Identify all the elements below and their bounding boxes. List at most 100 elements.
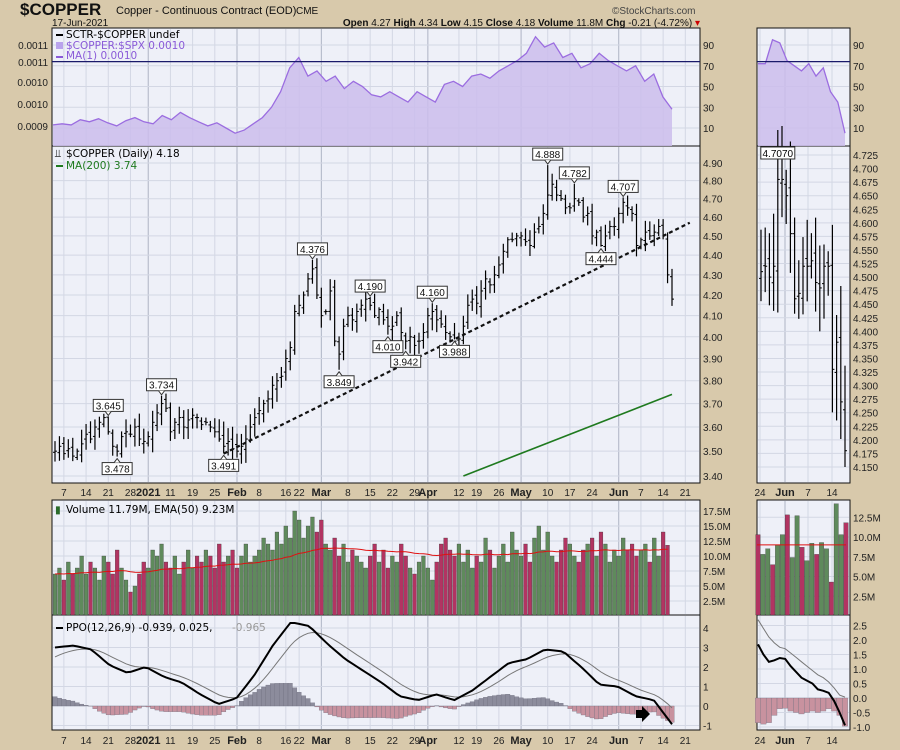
recent-ratio-line: [758, 38, 846, 134]
ppo-histogram-bar: [421, 705, 426, 711]
date-tick-label: 22: [294, 736, 306, 747]
volume-bar: [319, 519, 324, 616]
volume-bar: [421, 555, 426, 616]
date-tick-label: 10: [542, 488, 554, 499]
ppo-histogram-bar: [616, 705, 622, 713]
ppo-histogram-bar: [381, 705, 386, 718]
date-tick-label: 21: [680, 488, 692, 499]
volume-bar: [638, 549, 643, 616]
recent-volume-bar: [804, 560, 810, 616]
ppo-histogram-bar: [549, 700, 555, 707]
date-tick-label: 8: [345, 488, 351, 499]
recent-ppo-histogram-bar: [820, 697, 827, 712]
ppo-histogram-bar: [301, 695, 306, 707]
volume-bar: [501, 543, 506, 616]
volume-bar: [661, 531, 666, 616]
date-tick-label: 21: [103, 736, 115, 747]
ppo-histogram-bar: [585, 705, 591, 717]
annotation-value: 4.190: [358, 282, 383, 293]
ppo-histogram-bar: [172, 705, 178, 712]
price-bar: [239, 433, 244, 464]
price-bar: [261, 399, 266, 423]
ppo-histogram-bar: [287, 683, 293, 707]
price-bar: [430, 303, 435, 331]
ppo-histogram-bar: [465, 702, 471, 707]
date-tick-label: 25: [209, 736, 221, 747]
annotation-pointer: [113, 457, 121, 463]
price-bar: [314, 258, 319, 300]
volume-bar: [288, 537, 293, 616]
price-bar: [53, 441, 57, 462]
price-bar: [621, 197, 626, 224]
ppo-histogram-bar: [341, 705, 346, 718]
recent-ppo-histogram-bar: [814, 697, 821, 713]
volume-bar: [248, 561, 253, 616]
annotation-value: 3.849: [327, 378, 352, 389]
volume-legend: ▮ Volume 11.79M, EMA(50) 9.23M: [55, 504, 234, 516]
recent-price-bar: [817, 245, 822, 332]
ppo-histogram-bar: [407, 705, 413, 716]
price-bar: [581, 197, 586, 223]
price-bar: [110, 429, 115, 456]
stockcharts-watermark: ©StockCharts.com: [612, 6, 696, 17]
ppo-histogram-bar: [509, 695, 515, 707]
ppo-histogram-bar: [363, 705, 369, 718]
ppo-histogram-bar: [230, 705, 235, 708]
annotation-pointer: [220, 454, 228, 460]
ppo-histogram-bar: [105, 705, 111, 716]
sctr-right-axis-label: 10: [703, 124, 715, 135]
volume-bar: [155, 555, 160, 616]
recent-price-axis-label: 4.375: [853, 341, 878, 352]
volume-bar: [141, 561, 146, 616]
volume-bar: [239, 555, 244, 616]
date-tick-label: 24: [754, 488, 766, 499]
price-bar: [519, 231, 524, 247]
ppo-histogram-bar: [438, 705, 444, 708]
volume-bar: [106, 561, 111, 616]
ppo-histogram-bar: [119, 705, 124, 715]
legend-swatch-icon: [56, 34, 63, 36]
price-bar: [301, 291, 306, 314]
price-bar: [377, 307, 382, 326]
volume-bar: [341, 543, 346, 616]
price-bar: [92, 419, 97, 450]
ppo-histogram-bar: [620, 705, 626, 714]
annotation-value: 3.942: [393, 357, 418, 368]
date-tick-label: 22: [387, 736, 399, 747]
volume-bar: [212, 567, 217, 616]
price-bar: [492, 265, 497, 293]
ppo-histogram-bar: [425, 705, 431, 709]
price-bar: [656, 219, 661, 237]
volume-bar: [354, 555, 359, 616]
price-bar: [345, 306, 350, 328]
volume-bar: [70, 573, 75, 616]
annotation-value: 3.478: [105, 465, 130, 476]
volume-bar: [314, 531, 319, 616]
ppo-histogram-bar: [469, 701, 475, 707]
price-bar: [630, 206, 635, 222]
volume-bar: [479, 561, 484, 616]
price-bar: [607, 220, 612, 240]
volume-bar: [483, 537, 488, 616]
ppo-histogram-bar: [536, 697, 542, 707]
sctr-right-axis-label: 70: [853, 62, 865, 73]
price-bar: [470, 289, 475, 311]
recent-volume-axis-label: 2.5M: [853, 592, 875, 603]
recent-price-bar: [834, 315, 839, 421]
recent-volume-bar: [760, 554, 766, 616]
recent-volume-bar: [789, 557, 795, 616]
ppo-histogram-bar: [136, 705, 142, 709]
sctr-right-axis-label: 30: [853, 103, 865, 114]
price-bar: [279, 366, 284, 388]
recent-price-axis-label: 4.225: [853, 422, 878, 433]
price-bar: [670, 268, 674, 306]
date-tick-label: 26: [493, 488, 505, 499]
volume-bar: [310, 516, 315, 616]
ppo-histogram-bar: [478, 698, 484, 707]
volume-bar: [270, 549, 275, 616]
ppo-histogram-bar: [603, 705, 608, 717]
volume-bar: [350, 549, 355, 616]
price-bar: [283, 349, 288, 381]
ppo-histogram-bar: [199, 705, 204, 716]
volume-bar: [257, 549, 262, 616]
